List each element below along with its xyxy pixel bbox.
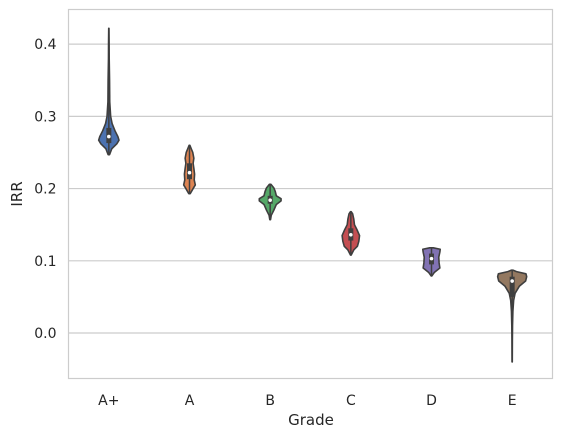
median-point xyxy=(429,256,434,261)
violins xyxy=(97,27,528,363)
x-tick-label: D xyxy=(426,393,437,409)
x-tick-label: C xyxy=(346,393,356,409)
violin-B xyxy=(258,183,282,221)
x-tick-label: A xyxy=(185,393,195,409)
violin-D xyxy=(421,247,442,277)
y-tick-label: 0.0 xyxy=(34,326,56,342)
median-point xyxy=(510,279,514,283)
x-tick-labels: A+ A B C D E xyxy=(98,393,516,409)
y-tick-label: 0.1 xyxy=(34,254,56,270)
median-point xyxy=(268,198,272,202)
y-axis-label: IRR xyxy=(8,181,26,206)
y-tick-label: 0.2 xyxy=(34,182,56,198)
violin-A xyxy=(182,144,197,195)
median-point xyxy=(349,232,353,237)
y-tick-label: 0.3 xyxy=(34,109,56,125)
x-tick-label: A+ xyxy=(98,393,119,409)
plot-frame xyxy=(67,8,554,380)
violin-E xyxy=(496,269,528,363)
y-tick-label: 0.4 xyxy=(34,37,56,53)
grid-lines xyxy=(68,43,553,334)
x-axis-label: Grade xyxy=(288,411,334,429)
violin-A+ xyxy=(97,27,120,156)
violin-C xyxy=(341,210,361,256)
x-tick-label: B xyxy=(265,393,275,409)
x-tick-label: E xyxy=(508,393,517,409)
median-point xyxy=(187,170,192,175)
y-tick-labels: 0.0 0.1 0.2 0.3 0.4 xyxy=(34,37,56,342)
median-point xyxy=(107,134,111,139)
